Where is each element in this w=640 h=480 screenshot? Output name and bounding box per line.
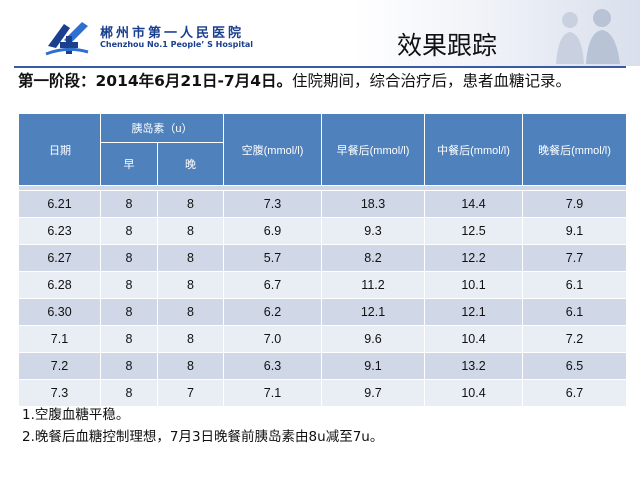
cell-insulin-evening: 8 — [157, 352, 224, 380]
cell-fasting: 6.7 — [223, 271, 322, 299]
cell-after-breakfast: 11.2 — [321, 271, 425, 299]
header-insulin-evening: 晚 — [157, 142, 224, 186]
cell-fasting: 7.1 — [223, 379, 322, 407]
cell-after-dinner: 6.1 — [522, 298, 627, 326]
cell-fasting: 6.3 — [223, 352, 322, 380]
cell-fasting: 7.0 — [223, 325, 322, 353]
cell-fasting: 6.9 — [223, 217, 322, 245]
hospital-name-cn: 郴州市第一人民医院 — [100, 26, 245, 41]
cell-after-lunch: 10.1 — [424, 271, 523, 299]
cell-insulin-evening: 8 — [157, 271, 224, 299]
cell-insulin-evening: 8 — [157, 190, 224, 218]
cell-insulin-morning: 8 — [100, 190, 158, 218]
cell-after-lunch: 12.5 — [424, 217, 523, 245]
blood-glucose-table: 日期 胰岛素（u） 空腹(mmol/l) 早餐后(mmol/l) 中餐后(mmo… — [18, 113, 627, 407]
cell-insulin-evening: 8 — [157, 244, 224, 272]
cell-insulin-morning: 8 — [100, 352, 158, 380]
cell-after-breakfast: 9.3 — [321, 217, 425, 245]
cell-after-breakfast: 9.7 — [321, 379, 425, 407]
phase-subtitle: 第一阶段：2014年6月21日-7月4日。住院期间，综合治疗后，患者血糖记录。 — [18, 71, 628, 91]
cell-after-dinner: 7.2 — [522, 325, 627, 353]
cell-fasting: 7.3 — [223, 190, 322, 218]
cell-after-lunch: 14.4 — [424, 190, 523, 218]
cell-date: 7.2 — [18, 352, 101, 380]
note-item: 1.空腹血糖平稳。 — [22, 407, 130, 423]
table-row: 7.3 8 7 7.1 9.7 10.4 6.7 — [18, 379, 627, 407]
cell-after-dinner: 6.5 — [522, 352, 627, 380]
cell-date: 6.27 — [18, 244, 101, 272]
cell-after-dinner: 7.7 — [522, 244, 627, 272]
header-after-dinner: 晚餐后(mmol/l) — [522, 113, 627, 186]
table-row: 6.21 8 8 7.3 18.3 14.4 7.9 — [18, 190, 627, 218]
cell-date: 6.21 — [18, 190, 101, 218]
cell-insulin-morning: 8 — [100, 244, 158, 272]
table-row: 6.30 8 8 6.2 12.1 12.1 6.1 — [18, 298, 627, 326]
cell-after-breakfast: 9.6 — [321, 325, 425, 353]
cell-after-breakfast: 12.1 — [321, 298, 425, 326]
cell-insulin-evening: 7 — [157, 379, 224, 407]
header-after-lunch: 中餐后(mmol/l) — [424, 113, 523, 186]
table-row: 6.23 8 8 6.9 9.3 12.5 9.1 — [18, 217, 627, 245]
cell-insulin-evening: 8 — [157, 217, 224, 245]
table-row: 6.28 8 8 6.7 11.2 10.1 6.1 — [18, 271, 627, 299]
hospital-logo-icon — [45, 22, 89, 56]
cell-after-breakfast: 8.2 — [321, 244, 425, 272]
subtitle-phase: 第一阶段：2014年6月21日-7月4日。 — [18, 72, 292, 90]
header-insulin-morning: 早 — [100, 142, 158, 186]
cell-insulin-morning: 8 — [100, 325, 158, 353]
cell-date: 6.23 — [18, 217, 101, 245]
table-row: 6.27 8 8 5.7 8.2 12.2 7.7 — [18, 244, 627, 272]
cell-date: 6.28 — [18, 271, 101, 299]
cell-insulin-evening: 8 — [157, 325, 224, 353]
hospital-name-en: Chenzhou No.1 People’ S Hospital — [100, 40, 254, 49]
cell-insulin-morning: 8 — [100, 379, 158, 407]
table-row: 7.1 8 8 7.0 9.6 10.4 7.2 — [18, 325, 627, 353]
cell-after-lunch: 13.2 — [424, 352, 523, 380]
cell-after-lunch: 10.4 — [424, 379, 523, 407]
cell-after-breakfast: 18.3 — [321, 190, 425, 218]
slide-title: 效果跟踪 — [397, 31, 498, 60]
people-silhouette-art — [556, 9, 620, 64]
cell-after-lunch: 12.1 — [424, 298, 523, 326]
cell-date: 6.30 — [18, 298, 101, 326]
header-after-breakfast: 早餐后(mmol/l) — [321, 113, 425, 186]
header-divider — [14, 66, 626, 68]
header-band — [0, 0, 640, 66]
cell-insulin-morning: 8 — [100, 298, 158, 326]
cell-after-lunch: 12.2 — [424, 244, 523, 272]
cell-after-dinner: 6.1 — [522, 271, 627, 299]
subtitle-description: 住院期间，综合治疗后，患者血糖记录。 — [292, 72, 572, 90]
table-row: 7.2 8 8 6.3 9.1 13.2 6.5 — [18, 352, 627, 380]
cell-after-dinner: 7.9 — [522, 190, 627, 218]
cell-fasting: 5.7 — [223, 244, 322, 272]
cell-after-breakfast: 9.1 — [321, 352, 425, 380]
cell-insulin-morning: 8 — [100, 271, 158, 299]
cell-after-dinner: 6.7 — [522, 379, 627, 407]
notes: 1.空腹血糖平稳。 2.晚餐后血糖控制理想，7月3日晚餐前胰岛素由8u减至7u。 — [22, 404, 383, 448]
header-insulin: 胰岛素（u） — [100, 113, 224, 143]
cell-insulin-morning: 8 — [100, 217, 158, 245]
cell-insulin-evening: 8 — [157, 298, 224, 326]
header-fasting: 空腹(mmol/l) — [223, 113, 322, 186]
cell-date: 7.3 — [18, 379, 101, 407]
note-item: 2.晚餐后血糖控制理想，7月3日晚餐前胰岛素由8u减至7u。 — [22, 429, 384, 445]
cell-fasting: 6.2 — [223, 298, 322, 326]
header-date: 日期 — [18, 113, 101, 186]
cell-date: 7.1 — [18, 325, 101, 353]
cell-after-lunch: 10.4 — [424, 325, 523, 353]
cell-after-dinner: 9.1 — [522, 217, 627, 245]
